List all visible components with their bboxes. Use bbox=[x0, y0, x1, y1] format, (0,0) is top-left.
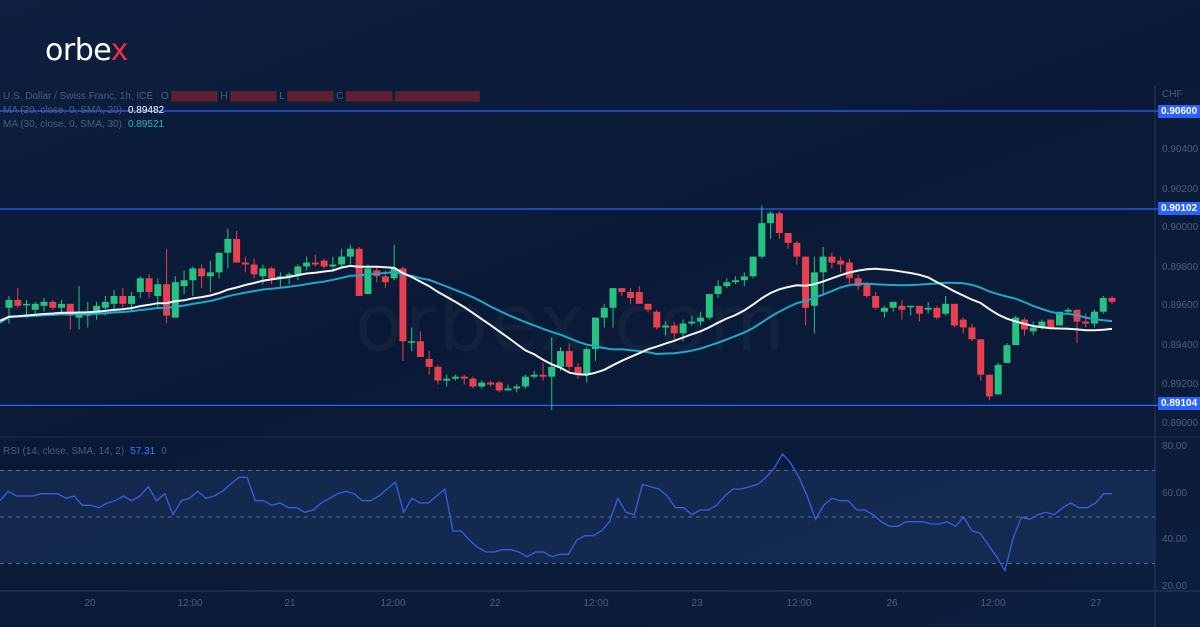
rsi-tick: 40.00 bbox=[1162, 534, 1188, 545]
price-tick: 0.89200 bbox=[1162, 379, 1199, 390]
time-tick: 22 bbox=[489, 598, 501, 609]
horizontal-levels bbox=[0, 110, 1158, 407]
price-tick: 0.89600 bbox=[1162, 300, 1199, 311]
price-tick: 0.89000 bbox=[1162, 418, 1199, 429]
time-tick: 21 bbox=[284, 598, 296, 609]
rsi-legend: RSI (14, close, SMA, 14, 2) 57.31 0 bbox=[3, 446, 167, 457]
time-tick: 12:00 bbox=[177, 598, 203, 609]
currency-label: CHF bbox=[1162, 89, 1183, 100]
time-tick: 12:00 bbox=[583, 598, 609, 609]
time-tick: 27 bbox=[1090, 598, 1102, 609]
rsi-levels bbox=[0, 469, 1155, 565]
symbol-title: U.S. Dollar / Swiss Franc, 1h, ICE bbox=[3, 91, 154, 102]
ma20-legend: MA (20, close, 0, SMA, 20) 0.89482 bbox=[3, 105, 165, 116]
rsi-tick: 80.00 bbox=[1162, 441, 1188, 452]
rsi-line bbox=[0, 452, 1112, 573]
price-tag-support: 0.89104 bbox=[1158, 397, 1200, 410]
rsi-value: 57.31 bbox=[130, 446, 156, 457]
time-tick: 12:00 bbox=[980, 598, 1006, 609]
time-tick: 12:00 bbox=[786, 598, 812, 609]
orbex-logo: orbex bbox=[45, 33, 128, 68]
price-tick: 0.90200 bbox=[1162, 184, 1199, 195]
ma30-line bbox=[0, 270, 1113, 356]
price-tick: 0.89800 bbox=[1162, 262, 1199, 273]
price-tick: 0.90000 bbox=[1162, 222, 1199, 233]
rsi-tick: 20.00 bbox=[1162, 581, 1188, 592]
time-tick: 23 bbox=[691, 598, 703, 609]
symbol-legend: U.S. Dollar / Swiss Franc, 1h, ICE O ▇▇▇… bbox=[3, 91, 480, 102]
time-tick: 26 bbox=[886, 598, 898, 609]
time-tick: 12:00 bbox=[380, 598, 406, 609]
time-tick: 20 bbox=[84, 598, 96, 609]
price-tag-mid: 0.90102 bbox=[1158, 202, 1200, 215]
price-tick: 0.90400 bbox=[1162, 144, 1199, 155]
ma20-value: 0.89482 bbox=[127, 105, 165, 116]
price-tag-resistance: 0.90600 bbox=[1158, 105, 1200, 118]
rsi-tick: 60.00 bbox=[1162, 488, 1188, 499]
ma20-line bbox=[0, 264, 1113, 376]
ma30-value: 0.89521 bbox=[127, 119, 165, 130]
ma30-legend: MA (30, close, 0, SMA, 30) 0.89521 bbox=[3, 119, 165, 130]
price-tick: 0.89400 bbox=[1162, 340, 1199, 351]
